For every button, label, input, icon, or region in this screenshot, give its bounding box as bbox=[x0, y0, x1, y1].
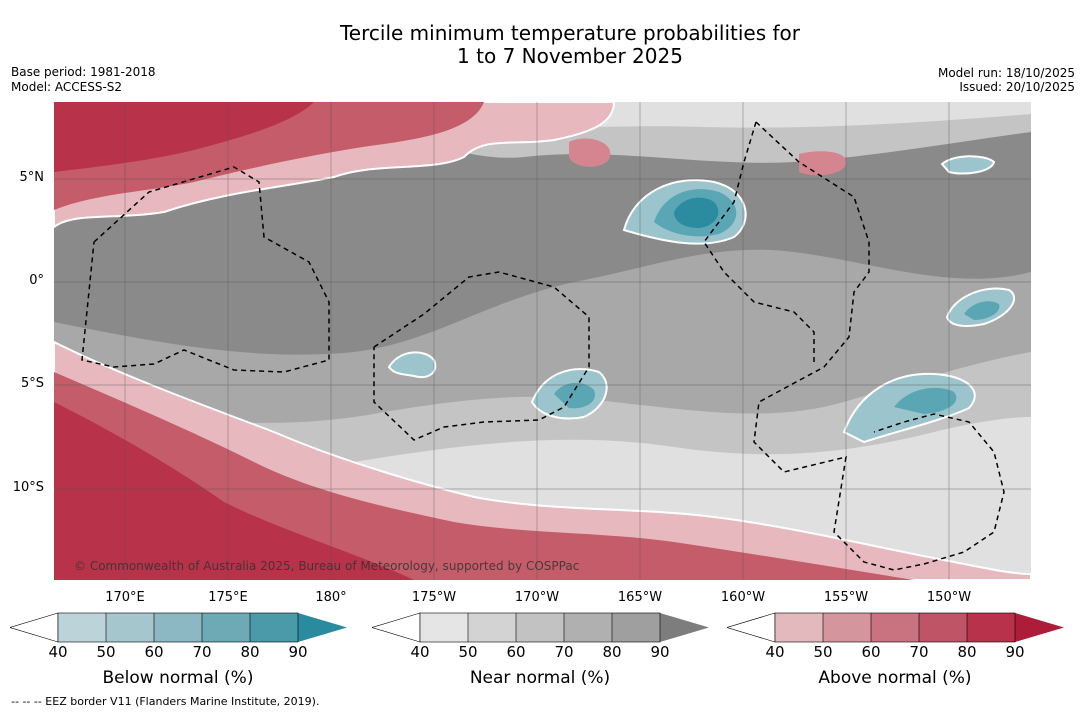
colorbar-tick: 50 bbox=[813, 643, 833, 661]
lon-label: 170°W bbox=[514, 590, 560, 605]
lat-label: 0° bbox=[29, 273, 44, 288]
colorbar-tick: 50 bbox=[96, 643, 116, 661]
eez-borders bbox=[81, 121, 1005, 571]
lon-label: 175°W bbox=[411, 590, 457, 605]
colorbar-tick: 80 bbox=[240, 643, 260, 661]
above-normal-region bbox=[54, 402, 414, 580]
colorbar-tick: 80 bbox=[602, 643, 622, 661]
lon-label: 155°W bbox=[823, 590, 869, 605]
model-name: Model: ACCESS-S2 bbox=[11, 80, 123, 94]
colorbar-near-normal bbox=[370, 612, 710, 644]
map-title-line2: 1 to 7 November 2025 bbox=[457, 44, 683, 68]
colorbar-tick: 40 bbox=[48, 643, 68, 661]
colorbar-tick: 90 bbox=[1005, 643, 1025, 661]
map-gridlines bbox=[54, 102, 1031, 580]
lat-label: 5°S bbox=[20, 376, 44, 391]
lon-label: 170°E bbox=[105, 590, 145, 605]
colorbar-tick: 70 bbox=[192, 643, 212, 661]
copyright-notice: © Commonwealth of Australia 2025, Bureau… bbox=[74, 559, 579, 573]
forecast-map: © Commonwealth of Australia 2025, Bureau… bbox=[54, 102, 1031, 580]
eez-legend-note: -- -- -- EEZ border V11 (Flanders Marine… bbox=[11, 695, 320, 708]
colorbar-near-swatches bbox=[370, 612, 709, 643]
colorbar-above-normal bbox=[725, 612, 1065, 644]
below-normal-region bbox=[894, 387, 957, 414]
colorbar-tick: 90 bbox=[288, 643, 308, 661]
issued-date: Issued: 20/10/2025 bbox=[959, 80, 1075, 94]
colorbar-title-below: Below normal (%) bbox=[102, 668, 254, 688]
above-normal-region bbox=[569, 138, 611, 167]
lon-label: 165°W bbox=[617, 590, 663, 605]
map-panel: © Commonwealth of Australia 2025, Bureau… bbox=[54, 102, 1031, 580]
lat-label: 5°N bbox=[19, 170, 45, 185]
below-normal-region bbox=[674, 197, 719, 228]
colorbar-tick: 60 bbox=[506, 643, 526, 661]
below-normal-region bbox=[964, 301, 1000, 320]
lat-label: 10°S bbox=[12, 480, 44, 495]
lon-label: 150°W bbox=[926, 590, 972, 605]
below-normal-region bbox=[940, 155, 996, 175]
colorbar-tick: 70 bbox=[554, 643, 574, 661]
colorbar-tick: 60 bbox=[861, 643, 881, 661]
colorbar-tick: 80 bbox=[957, 643, 977, 661]
colorbar-title-near: Near normal (%) bbox=[469, 668, 611, 688]
colorbar-below-normal bbox=[8, 612, 348, 644]
model-run: Model run: 18/10/2025 bbox=[937, 66, 1075, 80]
colorbar-below-swatches bbox=[8, 612, 347, 643]
colorbar-tick: 70 bbox=[909, 643, 929, 661]
colorbar-tick: 40 bbox=[410, 643, 430, 661]
map-title-line1: Tercile minimum temperature probabilitie… bbox=[339, 21, 801, 45]
colorbar-tick: 40 bbox=[765, 643, 785, 661]
lon-label: 160°W bbox=[720, 590, 766, 605]
colorbar-tick: 90 bbox=[650, 643, 670, 661]
colorbar-title-above: Above normal (%) bbox=[818, 668, 972, 688]
above-normal-region bbox=[54, 102, 314, 172]
below-normal-region bbox=[554, 382, 595, 409]
below-normal-region bbox=[387, 351, 437, 378]
lon-label: 175°E bbox=[208, 590, 248, 605]
colorbar-above-swatches bbox=[725, 612, 1064, 643]
colorbar-tick: 50 bbox=[458, 643, 478, 661]
lon-label: 180° bbox=[315, 590, 347, 605]
colorbar-tick: 60 bbox=[144, 643, 164, 661]
base-period: Base period: 1981-2018 bbox=[11, 65, 156, 79]
